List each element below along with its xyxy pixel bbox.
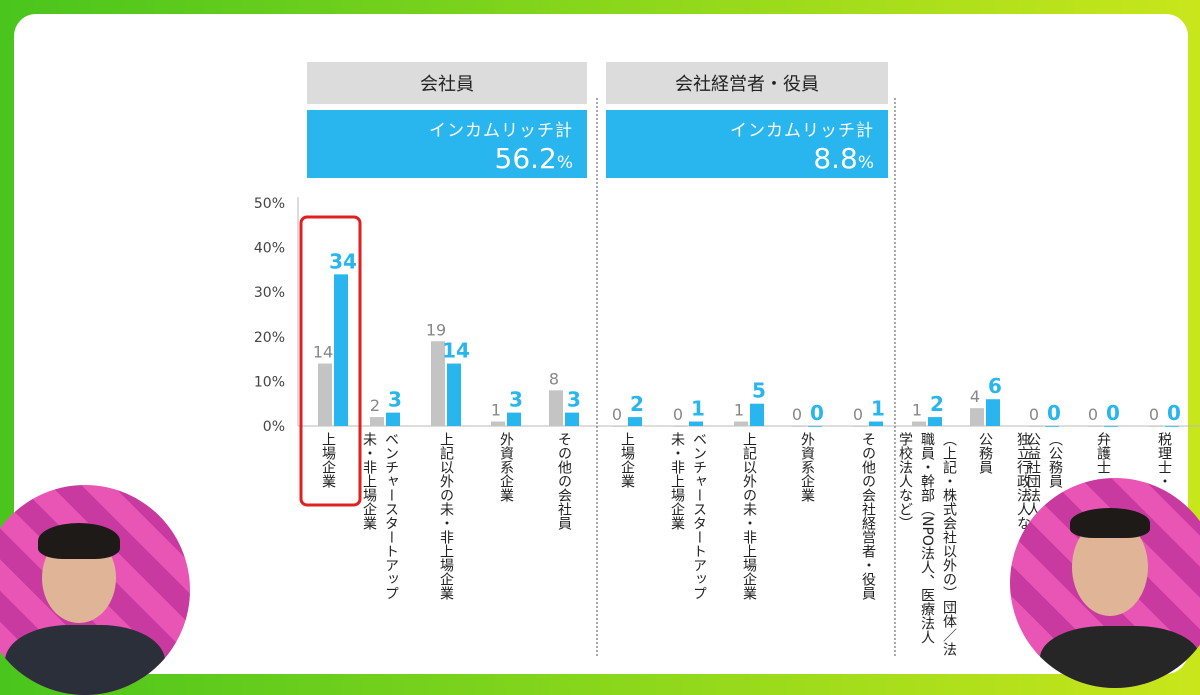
category-label: 上場企業 xyxy=(619,432,635,488)
data-label-blue: 14 xyxy=(442,339,470,363)
data-label-gray: 0 xyxy=(792,405,802,424)
bar-blue xyxy=(808,426,822,427)
category-label: 上記以外の未・非上場企業 xyxy=(438,432,454,600)
y-tick-label: 50% xyxy=(254,196,285,212)
group-summary-employee: インカムリッチ計 56.2% xyxy=(307,110,587,178)
bar-blue xyxy=(334,274,348,426)
bar-gray xyxy=(431,341,445,426)
data-label-gray: 0 xyxy=(612,405,622,424)
data-label-blue: 0 xyxy=(1047,401,1061,425)
group-header-employee: 会社員 xyxy=(307,62,587,104)
summary-value: 8.8% xyxy=(813,142,874,175)
category-label: 税理士・ xyxy=(1156,432,1172,488)
data-label-gray: 4 xyxy=(970,387,980,406)
data-label-blue: 3 xyxy=(567,388,581,412)
data-label-gray: 1 xyxy=(734,401,744,420)
bar-gray xyxy=(673,426,687,427)
data-label-blue: 1 xyxy=(691,397,705,421)
bar-blue xyxy=(869,421,883,426)
category-label: 弁護士 xyxy=(1095,432,1111,474)
y-tick-label: 0% xyxy=(263,419,285,435)
data-label-blue: 0 xyxy=(1106,401,1120,425)
data-label-gray: 0 xyxy=(1149,405,1159,424)
bar-gray xyxy=(792,426,806,427)
category-label: 未・非上場企業 xyxy=(361,432,377,530)
category-label: 公務員 xyxy=(977,432,993,474)
category-label: 公益社団法人 xyxy=(1025,432,1041,516)
data-label-blue: 6 xyxy=(988,374,1002,398)
bar-blue xyxy=(689,421,703,426)
bar-blue xyxy=(507,412,521,426)
bar-gray xyxy=(1088,426,1102,427)
category-label: （上記・株式会社以外の）団体／法 xyxy=(941,432,957,656)
chart-card xyxy=(14,14,1188,674)
bar-blue xyxy=(1165,426,1179,427)
category-label: 職員・幹部（NPO法人、医療法人 xyxy=(919,432,935,644)
category-label: （公務員 xyxy=(1047,432,1063,488)
category-label: 上記以外の未・非上場企業 xyxy=(741,432,757,600)
data-label-gray: 2 xyxy=(370,396,380,415)
data-label-gray: 19 xyxy=(426,320,446,339)
data-label-gray: 8 xyxy=(549,369,559,388)
summary-value: 56.2% xyxy=(494,142,574,175)
category-label: 外資系企業 xyxy=(498,432,514,502)
group-summary-executive: インカムリッチ計 8.8% xyxy=(606,110,888,178)
category-label: その他の会社経営者・役員 xyxy=(860,432,876,600)
data-label-gray: 14 xyxy=(313,343,333,362)
category-label: 学校法人など） xyxy=(897,432,913,530)
data-label-gray: 1 xyxy=(912,401,922,420)
data-label-blue: 1 xyxy=(871,397,885,421)
data-label-blue: 3 xyxy=(509,388,523,412)
data-label-gray: 1 xyxy=(491,401,501,420)
bar-gray xyxy=(853,426,867,427)
y-tick-label: 20% xyxy=(254,330,285,346)
bar-blue xyxy=(628,417,642,426)
category-label: 外資系企業 xyxy=(799,432,815,502)
bar-blue xyxy=(1104,426,1118,427)
data-label-blue: 3 xyxy=(388,388,402,412)
data-label-blue: 0 xyxy=(810,401,824,425)
summary-label: インカムリッチ計 xyxy=(730,121,874,141)
bar-gray xyxy=(734,421,748,426)
bar-blue xyxy=(1045,426,1059,427)
data-label-gray: 0 xyxy=(853,405,863,424)
data-label-gray: 0 xyxy=(1029,405,1039,424)
bar-blue xyxy=(447,363,461,426)
data-label-blue: 5 xyxy=(752,379,766,403)
category-label: ベンチャースタートアップ xyxy=(691,432,707,600)
summary-label: インカムリッチ計 xyxy=(429,121,573,141)
bar-blue xyxy=(928,417,942,426)
category-label: ベンチャースタートアップ xyxy=(383,432,399,600)
bar-gray xyxy=(612,426,626,427)
category-label: 上場企業 xyxy=(320,432,336,488)
category-label: 独立行政法人な xyxy=(1015,432,1031,530)
group-header-executive: 会社経営者・役員 xyxy=(606,62,888,104)
bar-gray xyxy=(491,421,505,426)
data-label-gray: 0 xyxy=(1088,405,1098,424)
data-label-blue: 2 xyxy=(630,392,644,416)
category-label: 未・非上場企業 xyxy=(669,432,685,530)
bar-gray xyxy=(1149,426,1163,427)
bar-gray xyxy=(318,363,332,426)
bar-blue xyxy=(750,403,764,426)
bar-blue xyxy=(386,412,400,426)
bar-gray xyxy=(912,421,926,426)
bar-blue xyxy=(986,399,1000,426)
y-tick-label: 40% xyxy=(254,241,285,257)
y-tick-label: 10% xyxy=(254,374,285,390)
bar-gray xyxy=(1029,426,1043,427)
bar-gray xyxy=(549,390,563,426)
highlight-box xyxy=(299,215,362,507)
bar-gray xyxy=(970,408,984,426)
category-label: その他の会社員 xyxy=(556,432,572,530)
data-label-gray: 0 xyxy=(673,405,683,424)
bar-gray xyxy=(370,417,384,426)
data-label-blue: 0 xyxy=(1167,401,1181,425)
data-label-blue: 34 xyxy=(329,249,357,273)
data-label-blue: 2 xyxy=(930,392,944,416)
bar-blue xyxy=(565,412,579,426)
y-tick-label: 30% xyxy=(254,285,285,301)
